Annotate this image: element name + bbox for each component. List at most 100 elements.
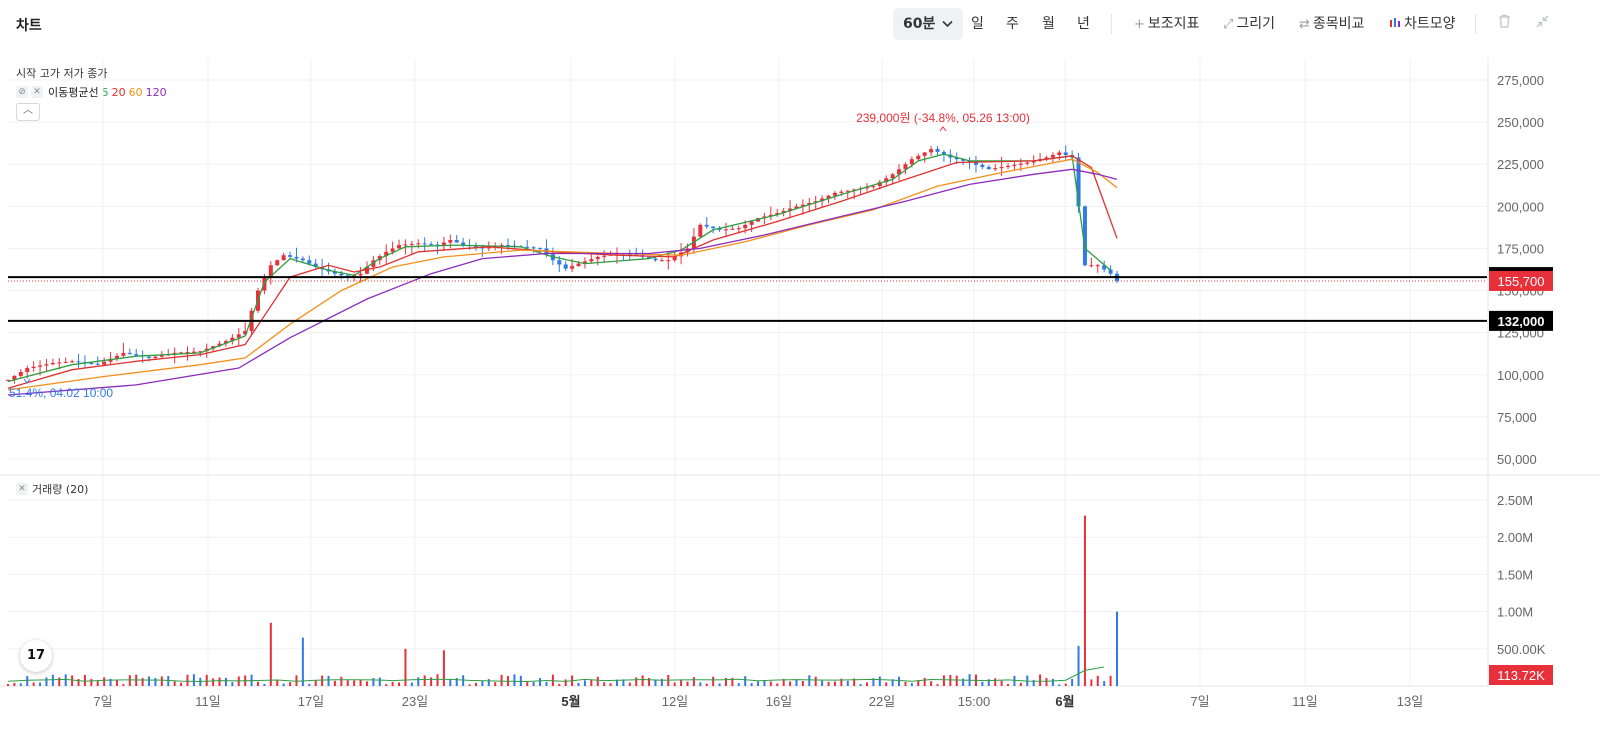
volume-bar: [724, 678, 727, 686]
volume-bar: [955, 675, 958, 686]
candle-body: [1050, 154, 1055, 158]
candle-body: [416, 243, 421, 245]
x-tick-label: 6월: [1055, 694, 1074, 709]
drawing-button[interactable]: ⤢ 그리기: [1223, 8, 1275, 40]
volume-bar: [872, 678, 875, 686]
candle-body: [429, 243, 434, 245]
candle-body: [826, 195, 831, 199]
price-tick-label: 100,000: [1497, 368, 1544, 383]
compare-button[interactable]: ⇄ 종목비교: [1299, 8, 1364, 40]
volume-bar: [430, 677, 433, 686]
timeframe-month[interactable]: 월: [1042, 16, 1055, 32]
candle-body: [76, 361, 81, 363]
x-tick-label: 16일: [766, 694, 792, 709]
candle-body: [800, 204, 805, 207]
toolbar-divider: [1111, 14, 1112, 34]
timeframe-60min-dropdown[interactable]: 60분: [893, 8, 964, 40]
current-volume-tag: [1489, 665, 1553, 685]
candle-body: [422, 243, 427, 245]
volume-bar: [763, 680, 766, 686]
volume-bar: [1019, 682, 1022, 686]
volume-bar: [532, 682, 535, 686]
price-tick-label: 200,000: [1497, 199, 1544, 214]
candle-body: [57, 362, 62, 364]
close-icon[interactable]: ✕: [31, 86, 43, 98]
volume-bar: [372, 678, 375, 686]
timeframe-year[interactable]: 년: [1077, 16, 1090, 32]
candle-body: [1044, 157, 1049, 160]
volume-bar: [474, 682, 477, 686]
candle-body: [993, 168, 998, 170]
timeframe-day[interactable]: 일: [971, 16, 984, 32]
candle-body: [6, 379, 10, 381]
price-tick-label: 275,000: [1497, 73, 1544, 88]
candle-body: [935, 149, 940, 152]
candle-body: [1095, 265, 1100, 267]
volume-bar: [673, 682, 676, 686]
volume-bar: [519, 675, 522, 686]
candle-body: [50, 362, 55, 365]
candle-body: [1108, 269, 1113, 274]
candle-body: [820, 198, 825, 202]
x-tick-label: 5월: [561, 694, 580, 709]
volume-bar: [353, 680, 356, 686]
timeframe-week[interactable]: 주: [1006, 16, 1019, 32]
volume-bar: [949, 675, 952, 686]
eye-slash-icon[interactable]: ⊘: [16, 86, 28, 98]
price-chart[interactable]: 7일 11일 17일 23일 5월 12일 16일 22일 15:00 6월 7일 11일 13일 275…: [0, 48, 1600, 739]
candle-body: [147, 356, 152, 358]
candle-body: [25, 368, 30, 372]
page-title: 차트: [16, 18, 42, 34]
candle-body: [890, 174, 895, 179]
volume-tick-label: 2.50M: [1497, 493, 1533, 508]
x-tick-label: 22일: [869, 694, 895, 709]
volume-bar: [494, 682, 497, 686]
close-icon[interactable]: ✕: [16, 483, 28, 495]
volume-bar: [410, 682, 413, 686]
volume-bar: [1000, 680, 1003, 686]
candle-body: [486, 247, 491, 249]
chart-style-label: 차트모양: [1404, 16, 1456, 32]
volume-bar: [590, 679, 593, 686]
candle-body: [986, 167, 991, 170]
candle-body: [749, 221, 754, 225]
volume-bar: [436, 674, 439, 686]
moving-average-legend: ⊘ ✕ 이동평균선 5 20 60 120: [16, 84, 167, 100]
volume-bar: [257, 681, 260, 686]
collapse-arrows-icon[interactable]: [1530, 12, 1554, 36]
indicators-button[interactable]: + 보조지표: [1134, 8, 1199, 40]
trash-icon[interactable]: [1492, 12, 1516, 36]
volume-bar: [558, 683, 561, 686]
x-tick-label: 11일: [195, 694, 220, 709]
volume-bar: [205, 674, 208, 686]
candle-body: [448, 240, 453, 243]
volume-tick-label: 1.00M: [1497, 605, 1533, 620]
candle-body: [909, 159, 914, 165]
tradingview-logo[interactable]: 17: [20, 640, 52, 672]
x-tick-label: 23일: [402, 694, 428, 709]
candle-body: [659, 260, 664, 262]
chevron-up-icon[interactable]: ︿: [16, 103, 40, 121]
current-price-label: 155,700: [1498, 274, 1545, 289]
volume-tick-label: 2.00M: [1497, 530, 1533, 545]
volume-bar: [782, 678, 785, 686]
ma5-label: 5: [101, 85, 109, 99]
volume-bar: [891, 679, 894, 686]
candle-body: [134, 354, 139, 356]
volume-bar: [635, 677, 638, 686]
candle-body: [864, 187, 869, 189]
candle-body: [794, 206, 799, 209]
volume-bar: [481, 680, 484, 686]
price-tick-label: 75,000: [1497, 410, 1537, 425]
candle-body: [653, 258, 658, 261]
volume-bar: [346, 680, 349, 686]
candle-body: [1012, 164, 1017, 166]
candle-body: [179, 352, 184, 354]
candle-body: [730, 228, 735, 230]
volume-bar: [596, 676, 599, 686]
chart-style-button[interactable]: 차트모양: [1389, 8, 1456, 40]
volume-bar: [359, 679, 362, 686]
volume-bar: [148, 676, 151, 686]
compare-arrows-icon: ⇄: [1299, 17, 1310, 32]
candle-body: [807, 202, 812, 205]
